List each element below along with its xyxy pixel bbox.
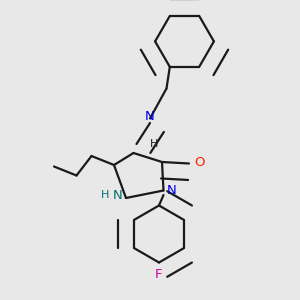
Text: H: H (150, 139, 158, 149)
Text: N: N (145, 110, 155, 124)
Text: H: H (101, 190, 110, 200)
Text: O: O (194, 156, 205, 170)
Text: F: F (155, 268, 163, 281)
Text: N: N (112, 189, 122, 202)
Text: N: N (167, 184, 177, 197)
